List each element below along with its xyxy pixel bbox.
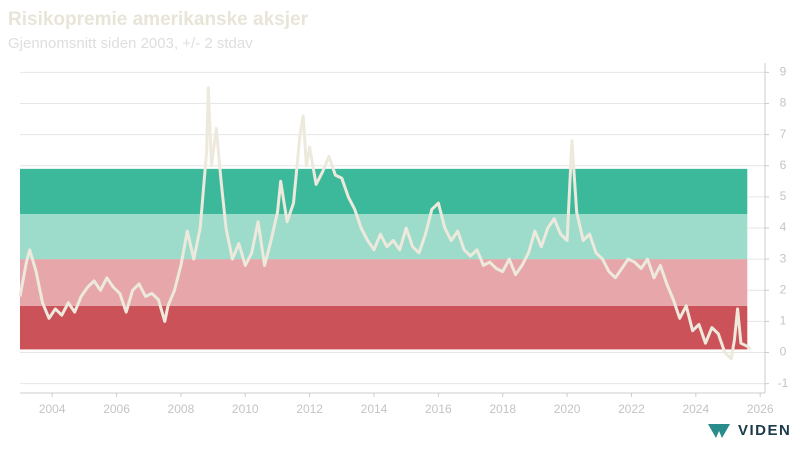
y-tick-label: 7 [780,127,787,141]
y-tick-label: 0 [780,345,787,359]
x-tick-label: 2014 [361,402,388,416]
y-tick-label: 8 [780,96,787,110]
x-tick-label: 2016 [425,402,452,416]
chart-subtitle: Gjennomsnitt siden 2003, +/- 2 stdav [8,35,253,52]
chart-title: Risikopremie amerikanske aksjer [8,9,309,30]
x-tick-label: 2006 [103,402,130,416]
x-tick-label: 2022 [618,402,645,416]
logo: VIDEN [708,422,791,439]
y-tick-label: 6 [780,158,787,172]
y-tick-label: 2 [780,282,787,296]
x-tick-label: 2008 [168,402,195,416]
band [20,305,748,350]
band [20,213,748,260]
y-tick-label: 5 [780,189,787,203]
band [20,259,748,306]
y-tick-label: 3 [780,251,787,265]
x-tick-label: 2026 [747,402,774,416]
y-tick-label: 9 [780,65,787,79]
logo-icon [708,424,730,438]
x-tick-label: 2004 [39,402,66,416]
x-tick-label: 2024 [682,402,709,416]
y-tick-label: 4 [780,220,787,234]
band [20,168,748,214]
y-tick-label: 1 [780,314,787,328]
x-tick-label: 2020 [554,402,581,416]
x-tick-label: 2018 [489,402,516,416]
line [18,86,752,361]
x-tick-label: 2012 [296,402,323,416]
y-tick-label: -1 [778,376,789,390]
logo-text: VIDEN [738,422,791,439]
x-tick-label: 2010 [232,402,259,416]
